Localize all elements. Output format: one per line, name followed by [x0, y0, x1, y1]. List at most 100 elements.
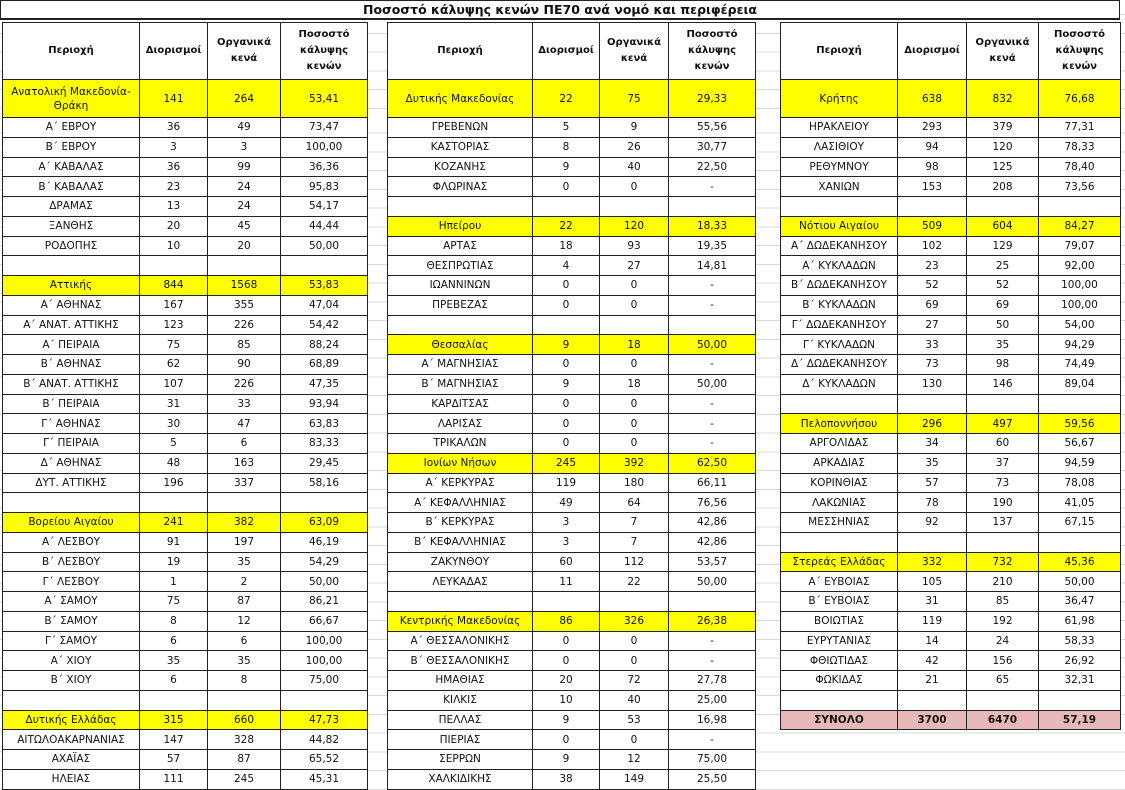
vacancies-cell[interactable]: 146 — [966, 373, 1039, 395]
appointments-cell[interactable]: 0 — [532, 433, 600, 454]
region-name-cell[interactable]: Α΄ ΔΩΔΕΚΑΝΗΣΟΥ — [780, 235, 898, 257]
region-name-cell[interactable]: ΑΡΚΑΔΙΑΣ — [780, 452, 898, 474]
vacancies-cell[interactable]: 245 — [207, 768, 281, 790]
region-name-cell[interactable]: Κεντρικής Μακεδονίας — [387, 610, 533, 632]
coverage-percent-cell[interactable]: 66,11 — [668, 472, 756, 494]
coverage-percent-cell[interactable]: 29,45 — [280, 452, 368, 474]
region-name-cell[interactable]: ΒΟΙΩΤΙΑΣ — [780, 610, 898, 632]
vacancies-cell[interactable]: 35 — [207, 650, 281, 671]
appointments-cell[interactable]: 332 — [897, 551, 967, 573]
region-name-cell[interactable]: Β΄ ΠΕΙΡΑΙΑ — [2, 393, 140, 415]
region-name-cell[interactable]: Δυτικής Μακεδονίας — [387, 79, 533, 118]
vacancies-cell[interactable] — [966, 689, 1039, 711]
region-name-cell[interactable]: Δ΄ ΔΩΔΕΚΑΝΗΣΟΥ — [780, 354, 898, 375]
vacancies-cell[interactable]: 87 — [207, 591, 281, 612]
vacancies-cell[interactable]: 660 — [207, 709, 281, 731]
appointments-cell[interactable]: 69 — [897, 294, 967, 316]
coverage-percent-cell[interactable]: 18,33 — [668, 215, 756, 237]
coverage-percent-cell[interactable] — [1038, 393, 1121, 415]
region-name-cell[interactable]: ΗΜΑΘΙΑΣ — [387, 670, 533, 691]
coverage-percent-cell[interactable]: 78,40 — [1038, 156, 1121, 178]
coverage-percent-cell[interactable]: 47,04 — [280, 294, 368, 316]
coverage-percent-cell[interactable]: 86,21 — [280, 591, 368, 612]
coverage-percent-cell[interactable]: 44,82 — [280, 729, 368, 750]
region-name-cell[interactable]: ΡΕΘΥΜΝΟΥ — [780, 156, 898, 178]
appointments-cell[interactable]: 130 — [897, 373, 967, 395]
appointments-cell[interactable] — [139, 492, 208, 513]
coverage-percent-cell[interactable]: 27,78 — [668, 670, 756, 691]
appointments-cell[interactable]: 48 — [139, 452, 208, 474]
region-name-cell[interactable]: Πελοποννήσου — [780, 413, 898, 434]
appointments-cell[interactable]: 0 — [532, 275, 600, 296]
region-name-cell[interactable]: Β΄ ΧΙΟΥ — [2, 670, 140, 691]
region-name-cell[interactable]: ΚΟΖΑΝΗΣ — [387, 156, 533, 178]
region-name-cell[interactable]: ΧΑΝΙΩΝ — [780, 176, 898, 197]
region-name-cell[interactable]: ΚΑΣΤΟΡΙΑΣ — [387, 136, 533, 158]
vacancies-cell[interactable]: 27 — [599, 255, 669, 276]
coverage-percent-cell[interactable]: - — [668, 354, 756, 375]
region-name-cell[interactable]: ΞΑΝΘΗΣ — [2, 215, 140, 237]
appointments-cell[interactable]: 75 — [139, 591, 208, 612]
appointments-cell[interactable]: 38 — [532, 768, 600, 790]
region-name-cell[interactable]: ΙΩΑΝΝΙΝΩΝ — [387, 275, 533, 296]
appointments-cell[interactable]: 10 — [532, 689, 600, 711]
coverage-percent-cell[interactable]: - — [668, 433, 756, 454]
appointments-cell[interactable]: 5 — [139, 433, 208, 454]
appointments-cell[interactable]: 11 — [532, 571, 600, 592]
appointments-cell[interactable]: 0 — [532, 354, 600, 375]
coverage-percent-cell[interactable]: 94,29 — [1038, 334, 1121, 355]
vacancies-cell[interactable]: 24 — [966, 630, 1039, 652]
region-name-cell[interactable] — [2, 689, 140, 711]
region-name-cell[interactable]: Β΄ ΑΘΗΝΑΣ — [2, 354, 140, 375]
appointments-cell[interactable]: 509 — [897, 215, 967, 237]
region-name-cell[interactable]: Νότιου Αιγαίου — [780, 215, 898, 237]
appointments-cell[interactable]: 42 — [897, 650, 967, 671]
vacancies-cell[interactable]: 90 — [207, 354, 281, 375]
appointments-cell[interactable] — [139, 689, 208, 711]
vacancies-cell[interactable]: 355 — [207, 294, 281, 316]
coverage-percent-cell[interactable]: 78,33 — [1038, 136, 1121, 158]
coverage-percent-cell[interactable] — [280, 492, 368, 513]
coverage-percent-cell[interactable]: 53,41 — [280, 79, 368, 118]
vacancies-cell[interactable]: 9 — [599, 117, 669, 138]
vacancies-cell[interactable]: 6 — [207, 630, 281, 652]
coverage-percent-cell[interactable]: 50,00 — [668, 334, 756, 355]
region-name-cell[interactable]: ΗΛΕΙΑΣ — [2, 768, 140, 790]
coverage-percent-cell[interactable]: 30,77 — [668, 136, 756, 158]
region-name-cell[interactable]: Α΄ ΜΑΓΝΗΣΙΑΣ — [387, 354, 533, 375]
vacancies-cell[interactable]: 0 — [599, 650, 669, 671]
vacancies-cell[interactable] — [599, 591, 669, 612]
region-name-cell[interactable]: Β΄ ΚΑΒΑΛΑΣ — [2, 176, 140, 197]
coverage-percent-cell[interactable]: 22,50 — [668, 156, 756, 178]
vacancies-cell[interactable]: 49 — [207, 117, 281, 138]
vacancies-cell[interactable]: 120 — [599, 215, 669, 237]
region-name-cell[interactable]: ΠΙΕΡΙΑΣ — [387, 729, 533, 750]
coverage-percent-cell[interactable]: 50,00 — [1038, 571, 1121, 592]
region-name-cell[interactable]: Β΄ ΑΝΑΤ. ΑΤΤΙΚΗΣ — [2, 373, 140, 395]
appointments-cell[interactable]: 34 — [897, 433, 967, 454]
vacancies-cell[interactable]: 328 — [207, 729, 281, 750]
coverage-percent-cell[interactable]: 77,31 — [1038, 117, 1121, 138]
vacancies-cell[interactable]: 12 — [207, 610, 281, 632]
appointments-cell[interactable]: 33 — [897, 334, 967, 355]
region-name-cell[interactable]: ΜΕΣΣΗΝΙΑΣ — [780, 512, 898, 533]
coverage-percent-cell[interactable]: 92,00 — [1038, 255, 1121, 276]
coverage-percent-cell[interactable]: 58,33 — [1038, 630, 1121, 652]
appointments-cell[interactable]: 27 — [897, 314, 967, 336]
coverage-percent-cell[interactable]: 42,86 — [668, 531, 756, 553]
appointments-cell[interactable]: 0 — [532, 393, 600, 415]
vacancies-cell[interactable]: 0 — [599, 433, 669, 454]
vacancies-cell[interactable] — [966, 531, 1039, 553]
region-name-cell[interactable]: Ανατολική Μακεδονία-Θράκη — [2, 79, 140, 118]
vacancies-cell[interactable]: 53 — [599, 709, 669, 731]
vacancies-cell[interactable]: 18 — [599, 334, 669, 355]
region-name-cell[interactable] — [2, 255, 140, 276]
appointments-cell[interactable]: 141 — [139, 79, 208, 118]
appointments-cell[interactable]: 315 — [139, 709, 208, 731]
vacancies-cell[interactable]: 85 — [207, 334, 281, 355]
coverage-percent-cell[interactable] — [1038, 196, 1121, 217]
coverage-percent-cell[interactable]: 100,00 — [280, 650, 368, 671]
appointments-cell[interactable]: 78 — [897, 492, 967, 513]
appointments-cell[interactable]: 241 — [139, 512, 208, 533]
coverage-percent-cell[interactable]: 63,83 — [280, 413, 368, 434]
